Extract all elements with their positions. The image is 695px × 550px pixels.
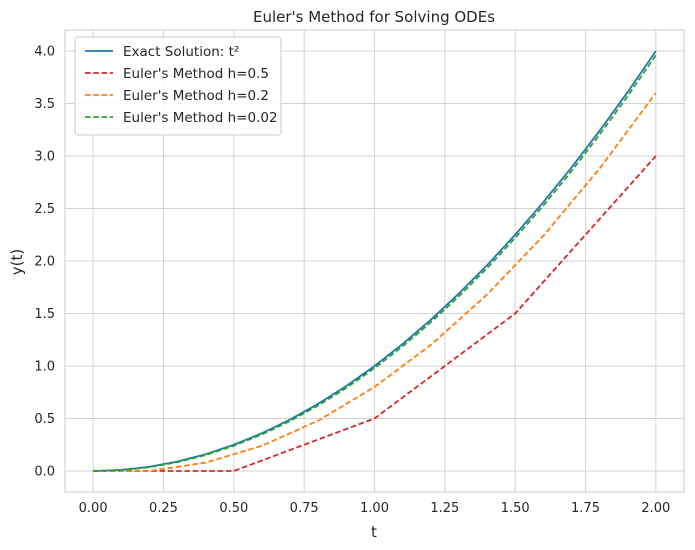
legend-label: Euler's Method h=0.02 <box>123 110 278 126</box>
y-tick-label: 1.0 <box>34 360 55 375</box>
y-tick-label: 0.5 <box>34 412 55 427</box>
x-tick-label: 1.50 <box>501 501 530 516</box>
y-tick-label: 3.0 <box>34 150 55 165</box>
x-tick-label: 1.25 <box>430 501 459 516</box>
x-tick-label: 1.75 <box>571 501 600 516</box>
y-tick-label: 2.0 <box>34 255 55 270</box>
x-tick-label: 0.75 <box>290 501 319 516</box>
x-tick-label: 2.00 <box>641 501 670 516</box>
y-tick-label: 1.5 <box>34 307 55 322</box>
y-tick-label: 4.0 <box>34 45 55 60</box>
x-tick-label: 0.00 <box>79 501 108 516</box>
series-line-euler-s-method-h-0-2 <box>93 92 657 472</box>
plot-area: 0.00 0.25 0.50 0.75 1.00 1.25 1.50 1.75 2.00 0.0 0… <box>34 29 685 516</box>
series-line-euler-s-method-h-0-5 <box>93 155 657 472</box>
plot-frame <box>64 29 685 493</box>
legend: Exact Solution: t² Euler's Method h=0.5 Eu… <box>74 36 282 136</box>
x-axis-label: t <box>371 523 377 541</box>
x-tick-label: 0.25 <box>149 501 178 516</box>
x-tick-label: 1.00 <box>360 501 389 516</box>
y-tick-label: 3.5 <box>34 97 55 112</box>
y-tick-label: 2.5 <box>34 202 55 217</box>
y-tick-label: 0.0 <box>34 465 55 480</box>
legend-label: Euler's Method h=0.2 <box>123 88 269 104</box>
series-line-euler-s-method-h-0-02 <box>93 54 657 472</box>
y-axis-label: y(t) <box>8 249 26 275</box>
legend-box <box>74 36 282 136</box>
legend-label: Exact Solution: t² <box>123 44 239 60</box>
x-tick-label: 0.50 <box>219 501 248 516</box>
chart-title: Euler's Method for Solving ODEs <box>253 8 495 26</box>
legend-label: Euler's Method h=0.5 <box>123 66 269 82</box>
